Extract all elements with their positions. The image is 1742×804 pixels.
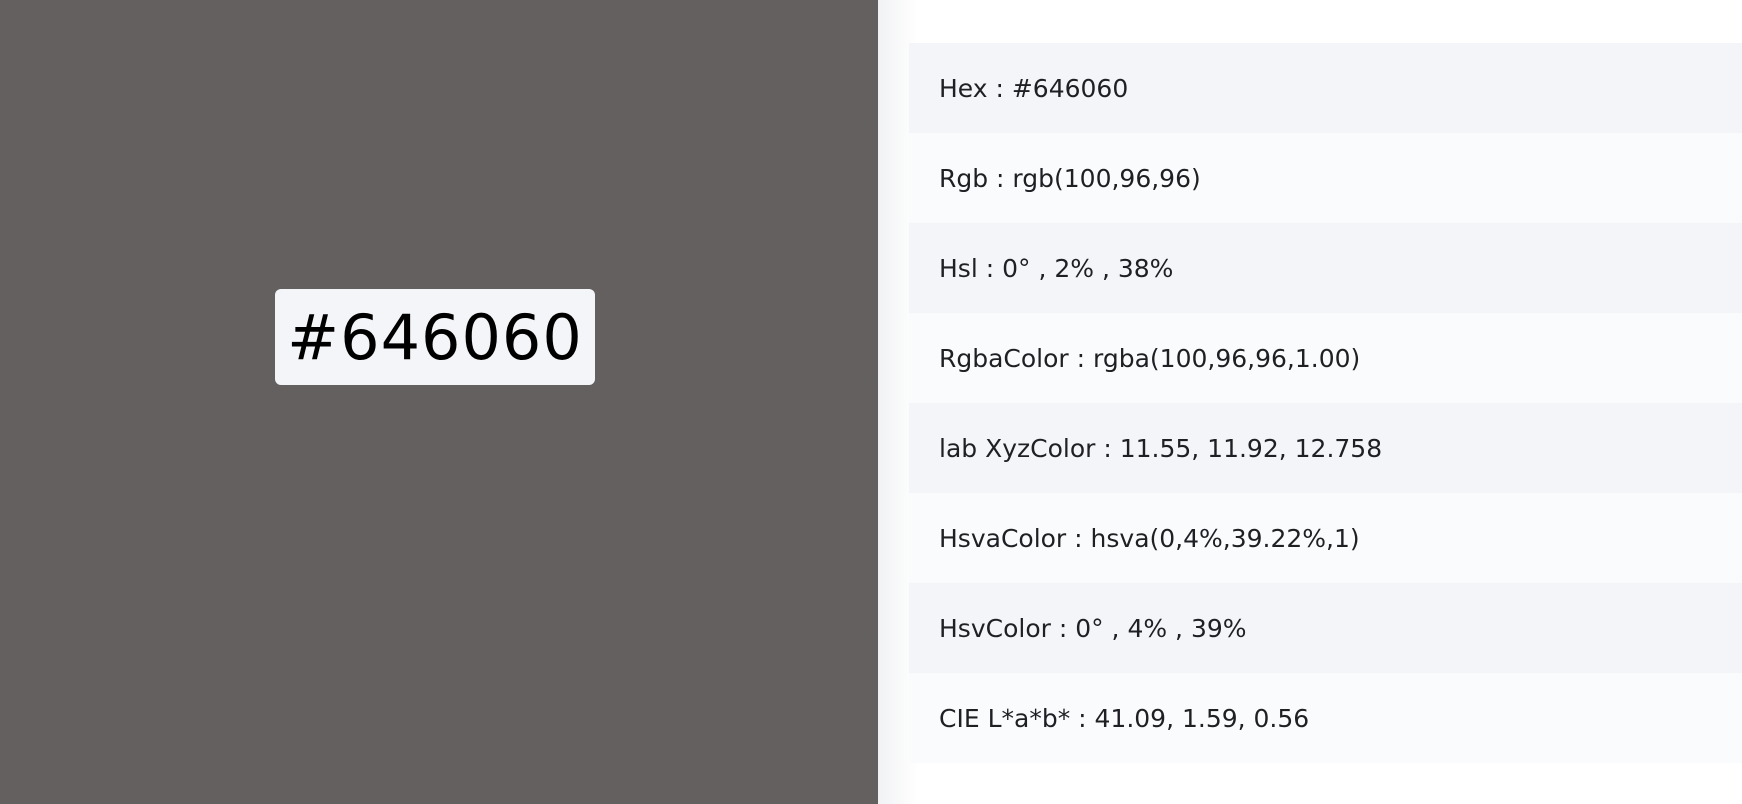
hsv-value-row[interactable]: HsvColor : 0° , 4% , 39% [909,583,1742,673]
color-values-list: Hex : #646060 Rgb : rgb(100,96,96) Hsl :… [909,43,1742,763]
cielab-value-row[interactable]: CIE L*a*b* : 41.09, 1.59, 0.56 [909,673,1742,763]
color-values-panel: Hex : #646060 Rgb : rgb(100,96,96) Hsl :… [878,0,1742,804]
hsl-value-row[interactable]: Hsl : 0° , 2% , 38% [909,223,1742,313]
rgba-value-row[interactable]: RgbaColor : rgba(100,96,96,1.00) [909,313,1742,403]
hsva-value-row[interactable]: HsvaColor : hsva(0,4%,39.22%,1) [909,493,1742,583]
hex-value-row[interactable]: Hex : #646060 [909,43,1742,133]
hex-code-badge[interactable]: #646060 [275,289,595,385]
color-swatch: #646060 [0,0,878,804]
rgb-value-row[interactable]: Rgb : rgb(100,96,96) [909,133,1742,223]
xyz-value-row[interactable]: lab XyzColor : 11.55, 11.92, 12.758 [909,403,1742,493]
